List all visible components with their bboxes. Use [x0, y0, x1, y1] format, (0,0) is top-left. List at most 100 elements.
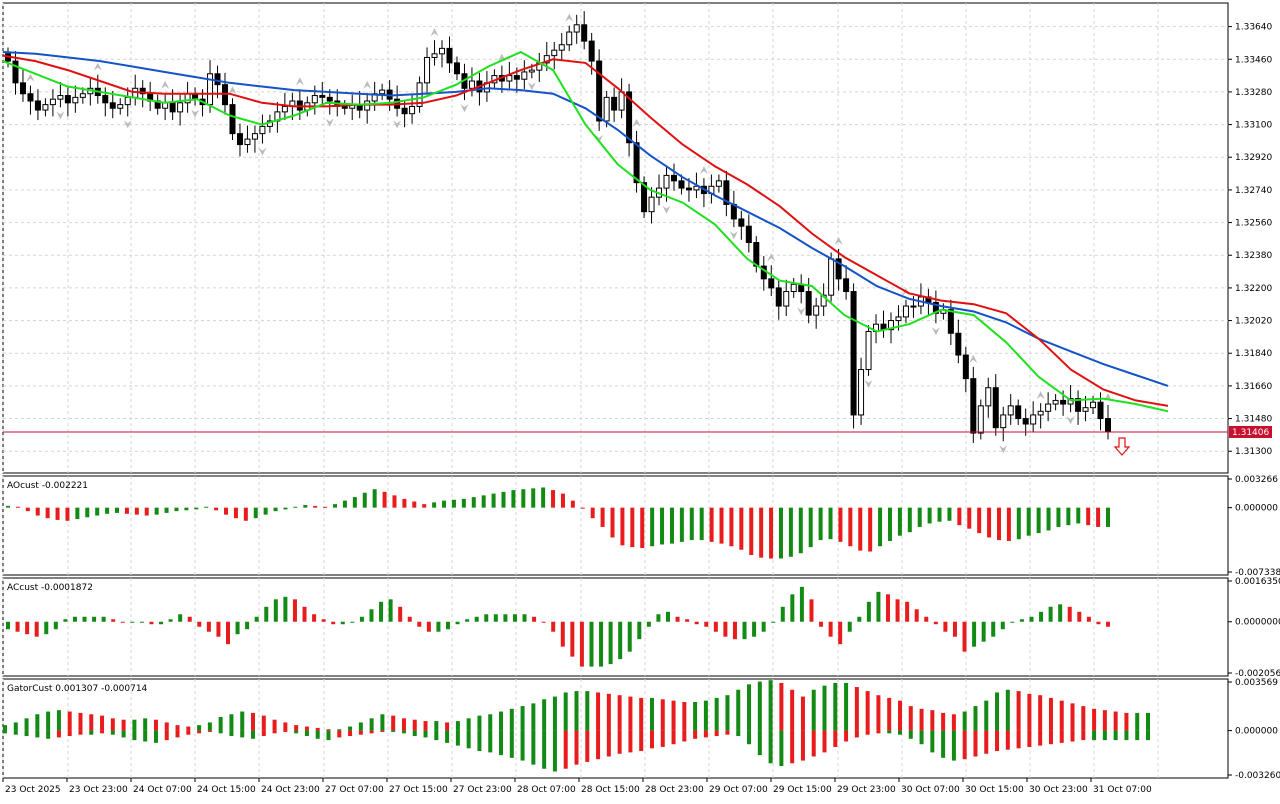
candle-body[interactable]: [828, 258, 835, 296]
candle-body[interactable]: [1060, 399, 1067, 405]
candle-body[interactable]: [685, 187, 692, 191]
candle-body[interactable]: [431, 53, 438, 58]
candle-body[interactable]: [446, 47, 453, 64]
candle-body[interactable]: [528, 69, 535, 73]
candle-body[interactable]: [1052, 399, 1059, 405]
candle-body[interactable]: [27, 93, 34, 102]
candle-body[interactable]: [648, 196, 655, 213]
candle-body[interactable]: [835, 258, 842, 280]
candle-body[interactable]: [558, 44, 565, 51]
candle-body[interactable]: [453, 62, 460, 75]
candle-body[interactable]: [775, 287, 782, 307]
candle-body[interactable]: [618, 91, 625, 111]
candle-body[interactable]: [1037, 410, 1044, 416]
candle-body[interactable]: [581, 24, 588, 42]
candle-body[interactable]: [626, 91, 633, 144]
candle-body[interactable]: [887, 320, 894, 331]
candle-body[interactable]: [663, 174, 670, 189]
candle-body[interactable]: [12, 60, 19, 84]
candle-body[interactable]: [820, 294, 827, 307]
candle-body[interactable]: [326, 96, 333, 102]
candle-body[interactable]: [902, 305, 909, 318]
candle-body[interactable]: [379, 89, 386, 95]
candle-body[interactable]: [970, 378, 977, 434]
candle-body[interactable]: [177, 102, 184, 113]
candle-body[interactable]: [236, 133, 243, 146]
candle-body[interactable]: [1022, 418, 1029, 425]
candle-body[interactable]: [1090, 401, 1097, 409]
candle-body[interactable]: [341, 105, 348, 109]
candle-body[interactable]: [843, 278, 850, 293]
candle-body[interactable]: [738, 218, 745, 227]
candle-body[interactable]: [551, 49, 558, 57]
candle-body[interactable]: [34, 100, 41, 111]
candle-body[interactable]: [992, 387, 999, 429]
candle-body[interactable]: [865, 330, 872, 371]
candle-body[interactable]: [932, 301, 939, 314]
candle-body[interactable]: [813, 305, 820, 316]
candle-body[interactable]: [439, 47, 446, 55]
candle-body[interactable]: [955, 332, 962, 356]
candle-body[interactable]: [79, 93, 86, 98]
candle-body[interactable]: [229, 104, 236, 135]
candle-body[interactable]: [57, 95, 64, 100]
candle-body[interactable]: [521, 71, 528, 80]
candle-body[interactable]: [1082, 407, 1089, 412]
candle-body[interactable]: [611, 96, 618, 111]
candle-body[interactable]: [768, 278, 775, 289]
candle-body[interactable]: [319, 95, 326, 98]
candle-body[interactable]: [1105, 418, 1111, 432]
candle-body[interactable]: [49, 98, 56, 106]
candle-body[interactable]: [745, 225, 752, 244]
candle-body[interactable]: [1030, 414, 1037, 425]
candle-body[interactable]: [805, 291, 812, 316]
candle-body[interactable]: [678, 180, 685, 189]
candle-body[interactable]: [251, 133, 258, 140]
candle-body[interactable]: [790, 283, 797, 293]
candle-body[interactable]: [1075, 398, 1082, 412]
candle-body[interactable]: [124, 96, 131, 106]
candle-body[interactable]: [401, 107, 408, 115]
candle-body[interactable]: [858, 369, 865, 416]
candle-body[interactable]: [468, 80, 475, 89]
candle-body[interactable]: [566, 31, 573, 46]
candle-body[interactable]: [596, 60, 603, 122]
candle-body[interactable]: [850, 291, 857, 416]
candle-body[interactable]: [139, 87, 146, 95]
candle-body[interactable]: [693, 185, 700, 191]
candle-body[interactable]: [117, 104, 124, 109]
candle-body[interactable]: [670, 174, 677, 182]
candle-body[interactable]: [102, 95, 109, 104]
candle-body[interactable]: [281, 105, 288, 113]
candle-body[interactable]: [947, 309, 954, 334]
candle-body[interactable]: [1097, 401, 1104, 420]
candle-body[interactable]: [109, 102, 116, 109]
candle-body[interactable]: [588, 40, 595, 62]
candle-body[interactable]: [723, 180, 730, 205]
candle-body[interactable]: [603, 96, 610, 122]
candle-body[interactable]: [424, 56, 431, 84]
candle-body[interactable]: [259, 125, 266, 135]
candle-body[interactable]: [1015, 405, 1022, 420]
candle-body[interactable]: [985, 387, 992, 407]
candle-body[interactable]: [19, 82, 26, 95]
candle-body[interactable]: [895, 316, 902, 322]
candle-body[interactable]: [641, 182, 648, 213]
candle-body[interactable]: [633, 142, 640, 184]
candle-body[interactable]: [311, 95, 318, 104]
candle-body[interactable]: [1007, 405, 1014, 416]
candle-body[interactable]: [573, 24, 580, 33]
candle-body[interactable]: [244, 138, 251, 146]
candle-body[interactable]: [506, 75, 513, 82]
candle-body[interactable]: [715, 180, 722, 187]
candle-body[interactable]: [910, 305, 917, 308]
candle-body[interactable]: [409, 105, 416, 115]
candle-body[interactable]: [513, 75, 520, 80]
candle-body[interactable]: [783, 291, 790, 307]
candle-body[interactable]: [169, 102, 176, 113]
candle-body[interactable]: [214, 73, 221, 86]
candle-body[interactable]: [64, 95, 71, 104]
candle-body[interactable]: [977, 405, 984, 434]
